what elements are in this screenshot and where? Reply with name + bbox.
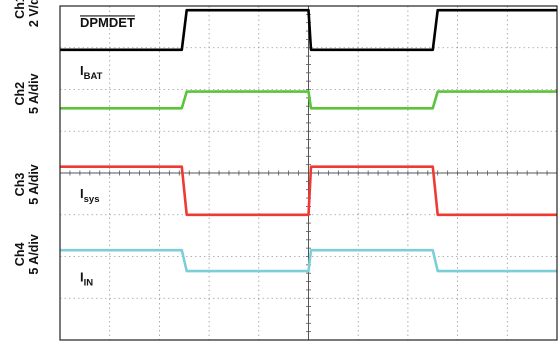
- ch4-label: Ch45 A/div: [13, 234, 41, 275]
- ch3-label: Ch35 A/div: [13, 164, 41, 205]
- ch4-signal-label: IIN: [80, 270, 93, 289]
- ch4-name: Ch4: [13, 243, 27, 267]
- ch1-name: Ch1: [13, 0, 27, 19]
- ch3-signal-main: I: [80, 186, 84, 201]
- ch2-name: Ch2: [13, 82, 27, 106]
- ch2-signal-main: I: [80, 63, 84, 78]
- grid: [60, 6, 557, 340]
- ch1-scale: 2 V/div: [27, 0, 41, 27]
- ch3-signal-label: Isys: [80, 186, 99, 205]
- ch4-trace: [60, 248, 557, 273]
- ch3-name: Ch3: [13, 173, 27, 197]
- ch1-trace: [60, 8, 557, 52]
- ch3-scale: 5 A/div: [27, 164, 41, 205]
- ch2-trace: [60, 90, 557, 110]
- ch4-signal-main: I: [80, 270, 84, 285]
- ch2-scale: 5 A/div: [27, 73, 41, 114]
- ch3-trace: [60, 165, 557, 217]
- ch4-signal-sub: IN: [84, 278, 94, 289]
- ch2-signal-label: IBAT: [80, 63, 103, 82]
- ch1-label: Ch12 V/div: [13, 0, 41, 27]
- ch2-signal-sub: BAT: [84, 71, 103, 82]
- ch1-signal-label: DPMDET: [80, 15, 135, 30]
- plot-frame: [59, 5, 558, 341]
- traces: [60, 8, 557, 273]
- ch4-scale: 5 A/div: [27, 234, 41, 275]
- ch3-signal-sub: sys: [84, 194, 100, 205]
- ch1-signal-main: DPMDET: [80, 15, 135, 30]
- ch2-label: Ch25 A/div: [13, 73, 41, 114]
